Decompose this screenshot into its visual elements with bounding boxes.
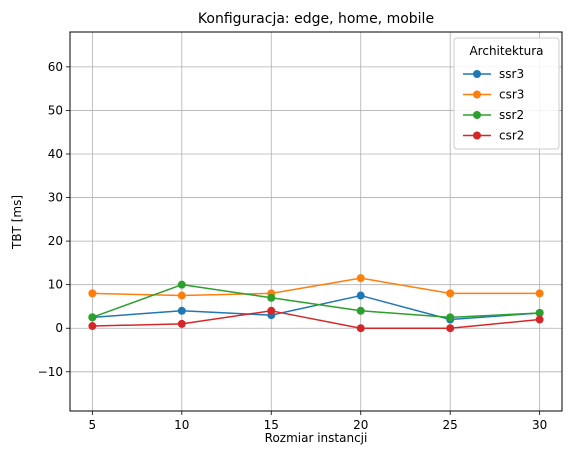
series-line-ssr3 [92, 294, 540, 321]
ticks: 5 10 15 20 25 30 −10 0 10 20 30 40 50 60 [38, 60, 548, 432]
series-csr2 [88, 306, 544, 333]
y-tick-label: 0 [55, 321, 63, 335]
data-point-csr3 [535, 289, 544, 298]
y-tick-label: 60 [48, 60, 63, 74]
legend-items: ssr3 csr3 ssr2 csr2 [463, 67, 524, 143]
legend: Architektura ssr3 csr3 ssr2 csr2 [453, 37, 560, 150]
x-tick-label: 5 [89, 418, 97, 432]
data-point-ssr2 [535, 308, 544, 317]
data-point-csr2 [88, 322, 97, 331]
data-point-ssr2 [88, 313, 97, 322]
legend-box [453, 37, 560, 150]
legend-item-csr2: csr2 [463, 129, 524, 143]
series-line-ssr2 [92, 283, 540, 319]
x-axis-label: Rozmiar instancji [265, 431, 368, 445]
data-point-csr2 [535, 315, 544, 324]
series-line-csr3 [92, 277, 540, 297]
legend-title: Architektura [469, 44, 543, 58]
y-tick-label: 50 [48, 103, 63, 117]
data-point-csr2 [446, 324, 455, 333]
data-point-ssr3 [356, 291, 365, 300]
data-point-csr2 [267, 306, 276, 315]
legend-label-csr2: csr2 [499, 129, 524, 143]
legend-item-ssr3: ssr3 [463, 67, 524, 81]
legend-marker-csr2 [473, 131, 481, 140]
chart-title: Konfiguracja: edge, home, mobile [198, 11, 434, 27]
data-point-ssr2 [356, 306, 365, 315]
series-line-csr2 [92, 310, 540, 329]
data-point-ssr3 [177, 306, 186, 315]
legend-marker-ssr2 [473, 111, 481, 119]
data-point-csr3 [177, 291, 186, 300]
legend-marker-csr3 [473, 90, 481, 99]
series-layer [88, 274, 544, 333]
y-tick-label: 30 [48, 191, 63, 205]
series-ssr2 [88, 280, 544, 322]
y-tick-label: 20 [48, 234, 63, 248]
legend-marker-ssr3 [473, 70, 481, 78]
legend-label-csr3: csr3 [499, 88, 524, 102]
series-ssr3 [88, 291, 544, 324]
x-tick-label: 15 [264, 418, 279, 432]
data-point-csr2 [177, 319, 186, 328]
legend-item-ssr2: ssr2 [463, 108, 524, 122]
data-point-csr3 [446, 289, 455, 298]
y-tick-label: −10 [38, 365, 63, 379]
y-axis-label: TBT [ms] [10, 195, 24, 250]
data-point-ssr2 [446, 313, 455, 322]
y-tick-label: 10 [48, 278, 63, 292]
legend-item-csr3: csr3 [463, 88, 524, 102]
x-tick-label: 20 [353, 418, 368, 432]
y-tick-label: 40 [48, 147, 63, 161]
x-tick-label: 25 [443, 418, 458, 432]
data-point-csr3 [356, 274, 365, 283]
data-point-csr2 [356, 324, 365, 333]
data-point-ssr2 [267, 293, 276, 302]
legend-label-ssr2: ssr2 [499, 108, 524, 122]
data-point-csr3 [88, 289, 97, 298]
legend-label-ssr3: ssr3 [499, 67, 524, 81]
x-tick-label: 30 [532, 418, 547, 432]
plot-frame [69, 31, 563, 412]
series-csr3 [88, 274, 544, 300]
data-point-ssr2 [177, 280, 186, 289]
x-tick-label: 10 [174, 418, 189, 432]
